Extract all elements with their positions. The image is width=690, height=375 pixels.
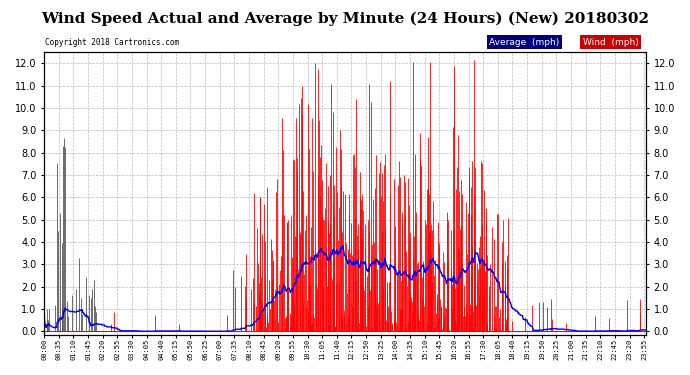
Text: Copyright 2018 Cartronics.com: Copyright 2018 Cartronics.com: [46, 38, 179, 46]
Text: Average  (mph): Average (mph): [489, 38, 560, 46]
Text: Wind  (mph): Wind (mph): [582, 38, 638, 46]
Text: Wind Speed Actual and Average by Minute (24 Hours) (New) 20180302: Wind Speed Actual and Average by Minute …: [41, 11, 649, 26]
